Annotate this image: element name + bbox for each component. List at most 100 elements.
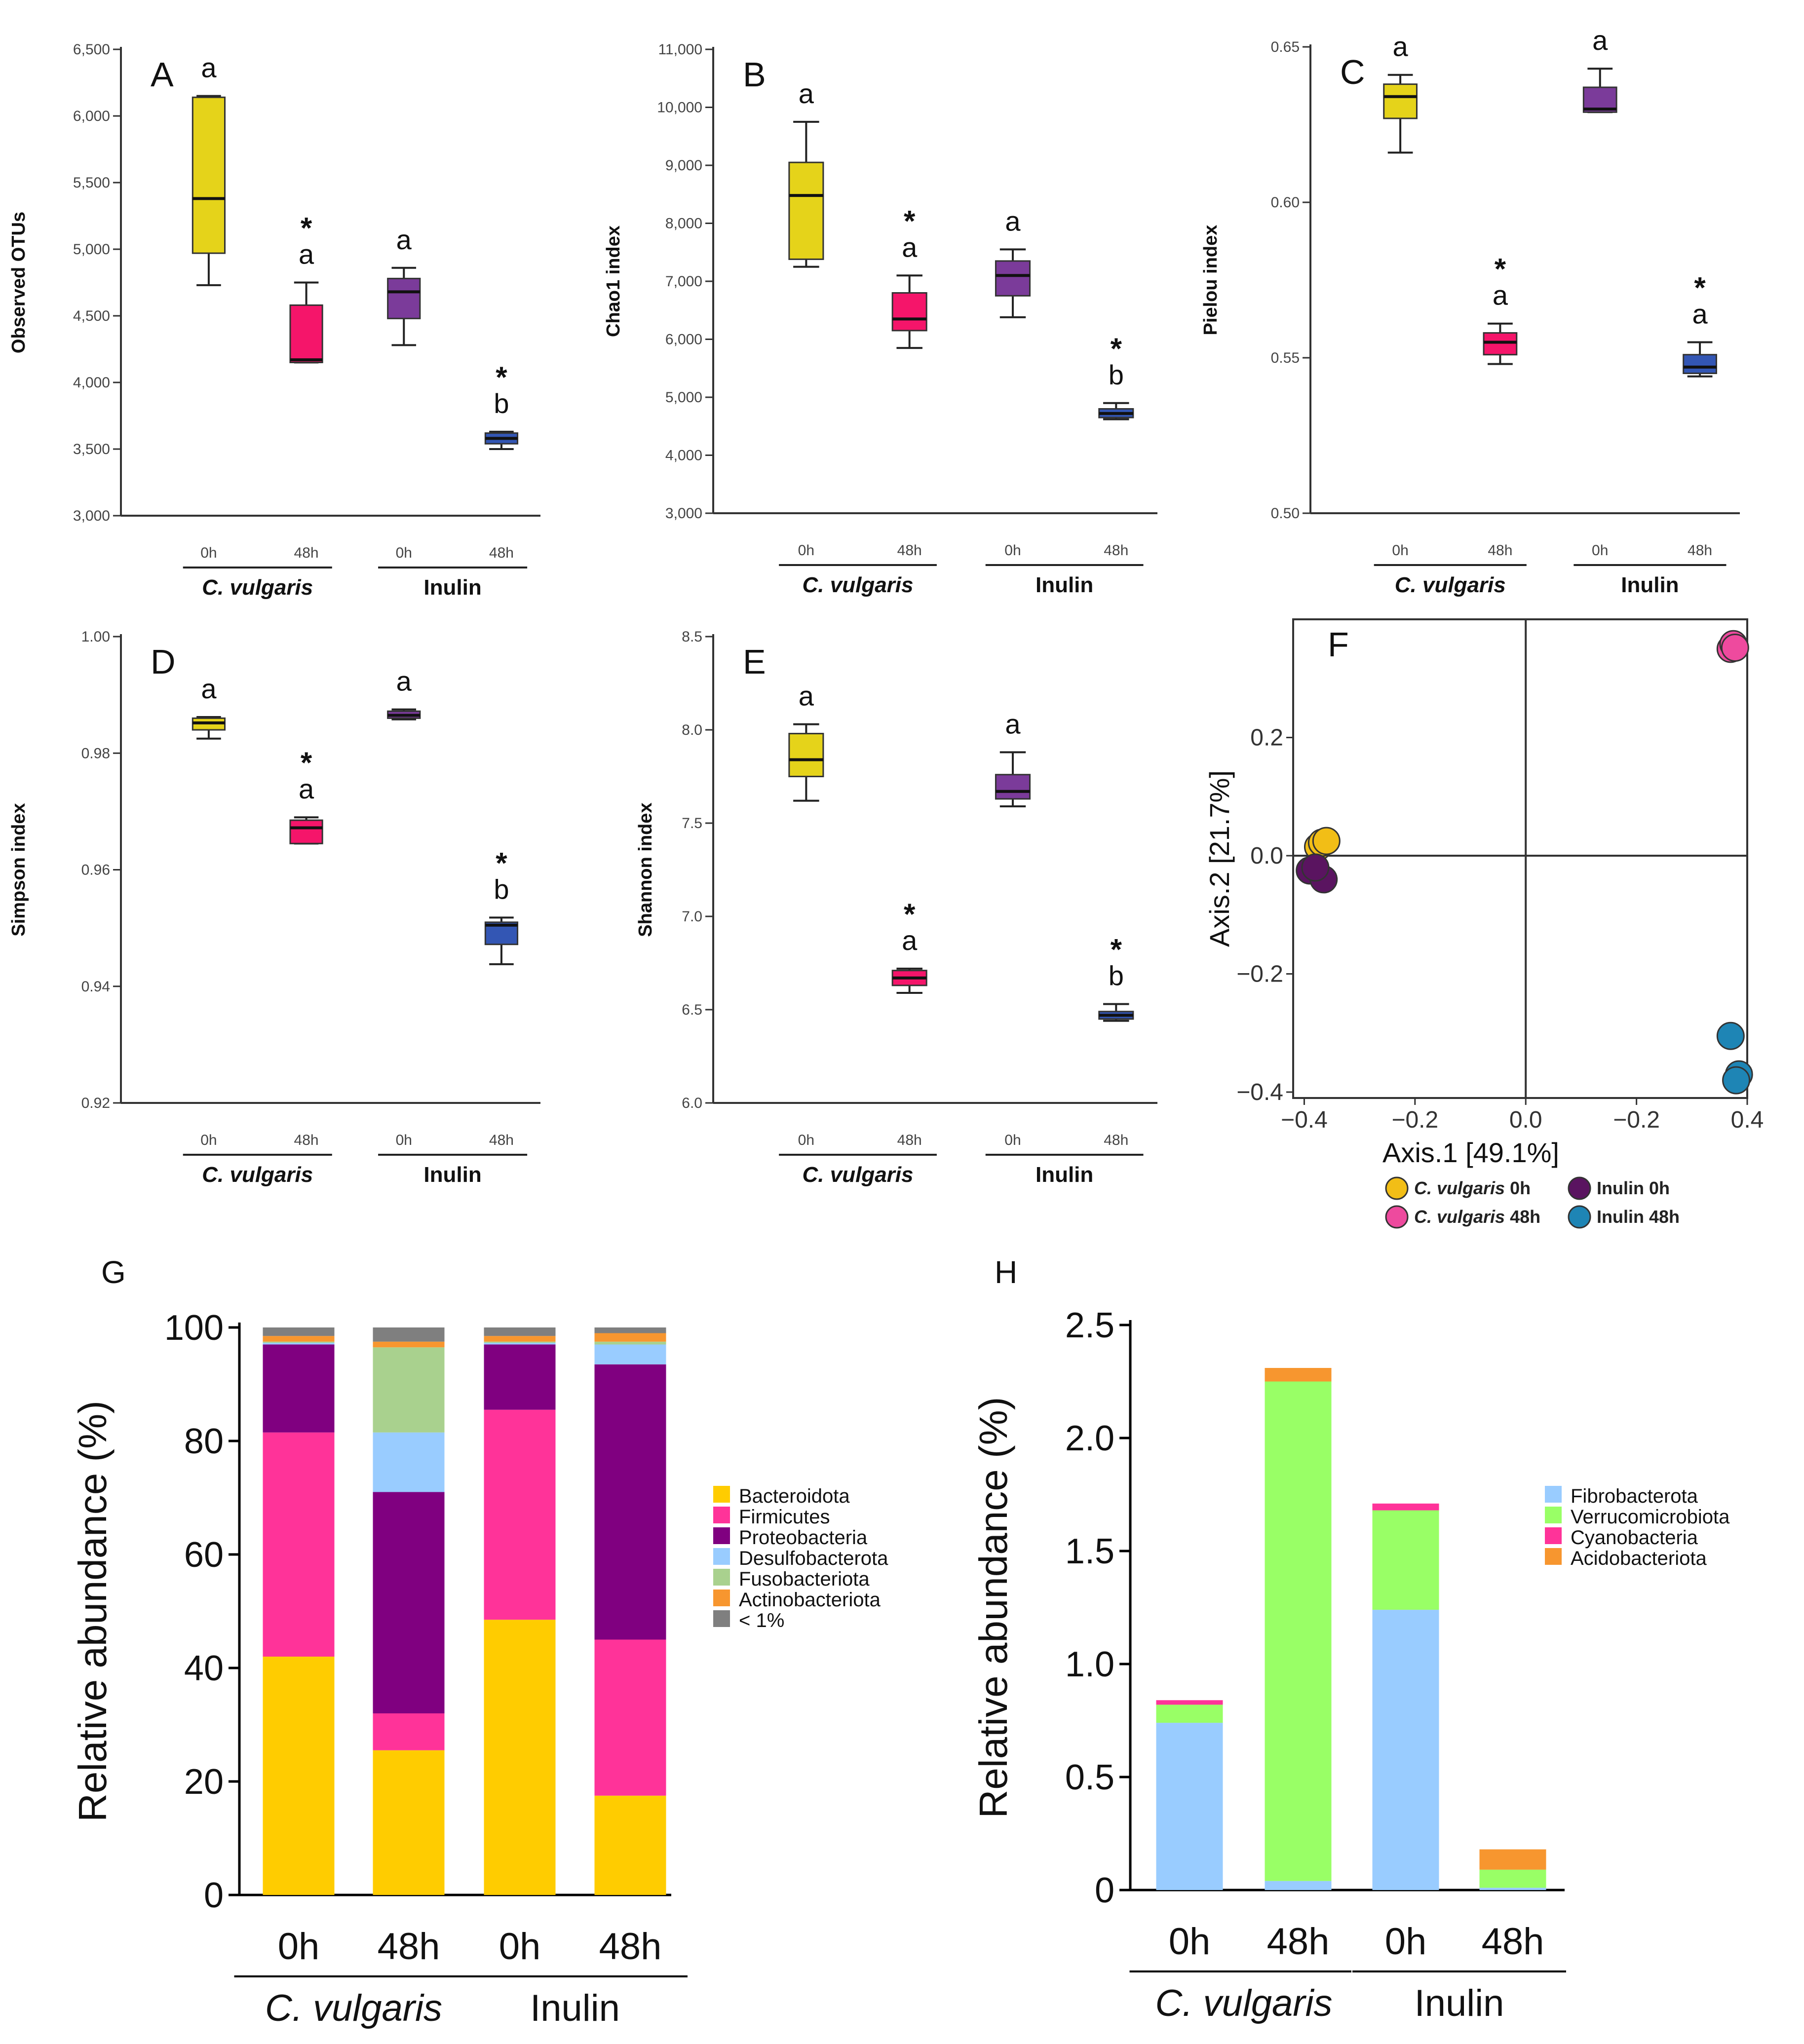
bar-segment: [594, 1333, 666, 1342]
significance-letter: a: [299, 773, 314, 804]
box: [1483, 332, 1518, 356]
x-tick-label: 48h: [897, 1132, 922, 1148]
y-tick-label: 10,000: [657, 100, 702, 116]
legend-swatch: [1545, 1507, 1562, 1523]
legend-label-text: Inulin 48h: [1597, 1207, 1680, 1227]
box: [289, 304, 323, 364]
y-tick-label: 0.94: [81, 979, 110, 995]
legend-swatch: [713, 1610, 730, 1627]
y-tick-label: 60: [184, 1535, 224, 1575]
box: [1383, 83, 1418, 119]
legend-marker: [1385, 1205, 1409, 1229]
y-tick-label: 5,000: [665, 389, 702, 406]
y-tick-label: 0.0: [1250, 843, 1283, 869]
bar-segment: [1265, 1368, 1332, 1382]
bar-segment: [1156, 1700, 1223, 1705]
significance-letter: b: [1109, 359, 1124, 390]
y-tick-label: 5,500: [73, 175, 110, 191]
box: [995, 774, 1031, 800]
x-tick-label: 48h: [294, 1132, 319, 1148]
y-axis-title: Observed OTUs: [8, 212, 29, 353]
box: [788, 161, 824, 260]
bar-segment: [484, 1341, 556, 1343]
y-tick-label: 0: [1095, 1871, 1114, 1910]
y-tick-label: 6,000: [73, 108, 110, 124]
y-tick-label: 9,000: [665, 157, 702, 174]
legend-item: Inulin 48h: [1568, 1205, 1680, 1229]
scatter-point: [1716, 1022, 1745, 1050]
x-tick-label: −0.2: [1391, 1107, 1438, 1133]
group-label: C. vulgaris: [803, 1163, 914, 1187]
group-label: C. vulgaris: [202, 575, 313, 600]
legend-label: Inulin 0h: [1597, 1178, 1670, 1198]
bar-segment: [373, 1327, 445, 1342]
bar-segment: [594, 1344, 666, 1364]
bar-segment: [373, 1432, 445, 1492]
box: [387, 277, 421, 319]
significance-letter: a: [1592, 25, 1608, 56]
bar-segment: [373, 1750, 445, 1895]
legend-swatch: [1545, 1486, 1562, 1503]
legend-label-text: 0h: [1505, 1178, 1531, 1198]
bar-segment: [263, 1341, 335, 1343]
y-tick-label: 5,000: [73, 241, 110, 258]
legend-swatch: [713, 1569, 730, 1586]
x-tick-label: 48h: [489, 1132, 514, 1148]
significance-letter: a: [201, 52, 217, 83]
y-tick-label: 1.5: [1065, 1532, 1114, 1571]
x-tick-label: 48h: [1104, 1132, 1128, 1148]
x-tick-label: 48h: [1488, 542, 1512, 559]
significance-letter: a: [201, 673, 217, 704]
group-label: Inulin: [530, 1987, 620, 2029]
box: [1683, 354, 1717, 375]
x-tick-label: 0h: [499, 1926, 541, 1968]
bar-segment: [484, 1620, 556, 1895]
x-tick-label: 0h: [200, 545, 217, 561]
bar-segment: [1265, 1381, 1332, 1881]
group-label: Inulin: [423, 1163, 481, 1187]
significance-letter: b: [494, 873, 509, 905]
x-tick-label: 48h: [1104, 542, 1128, 559]
legend-item: Acidobacteriota: [1545, 1548, 1707, 1569]
panel-H: H 0 0.5 1.0 1.5 2.0 2.5 Relative abundance (%) 0…: [971, 1254, 1730, 2024]
significance-star: *: [1111, 332, 1122, 365]
x-tick-label: 0h: [278, 1926, 320, 1968]
y-tick-label: 0.60: [1271, 194, 1300, 211]
y-tick-label: 7.5: [682, 815, 702, 832]
legend-label-italic: C. vulgaris: [1414, 1178, 1505, 1198]
y-axis-title: Shannon index: [635, 802, 656, 937]
y-tick-label: 3,000: [73, 508, 110, 524]
panel-letter: D: [151, 643, 176, 681]
significance-letter: a: [902, 925, 918, 956]
legend-item: Bacteroidota: [713, 1485, 850, 1507]
group-label: Inulin: [1036, 573, 1093, 597]
y-tick-label: 100: [164, 1308, 224, 1348]
box: [192, 96, 226, 254]
legend-swatch: [713, 1486, 730, 1503]
significance-star: *: [1111, 933, 1122, 966]
y-tick-label: 40: [184, 1649, 224, 1688]
y-tick-label: 0: [204, 1876, 224, 1915]
legend-label-text: 48h: [1505, 1207, 1540, 1227]
group-label: Inulin: [1036, 1163, 1093, 1187]
legend-swatch: [713, 1507, 730, 1523]
x-tick-label: 48h: [599, 1926, 662, 1968]
bar-segment: [1372, 1503, 1439, 1511]
bar-segment: [373, 1713, 445, 1750]
bar-segment: [594, 1639, 666, 1796]
legend-label: Acidobacteriota: [1571, 1548, 1707, 1569]
x-tick-label: 0h: [1592, 542, 1608, 559]
bar-segment: [1265, 1881, 1332, 1890]
legend-label: Cyanobacteria: [1571, 1527, 1698, 1549]
significance-letter: a: [396, 224, 412, 255]
legend-item: Fibrobacterota: [1545, 1485, 1698, 1507]
x-tick-label: −0.4: [1281, 1107, 1328, 1133]
significance-letter: a: [799, 681, 814, 712]
panel-letter: A: [151, 55, 174, 94]
significance-star: *: [301, 746, 312, 779]
significance-letter: a: [1393, 31, 1409, 62]
bar-segment: [484, 1343, 556, 1345]
